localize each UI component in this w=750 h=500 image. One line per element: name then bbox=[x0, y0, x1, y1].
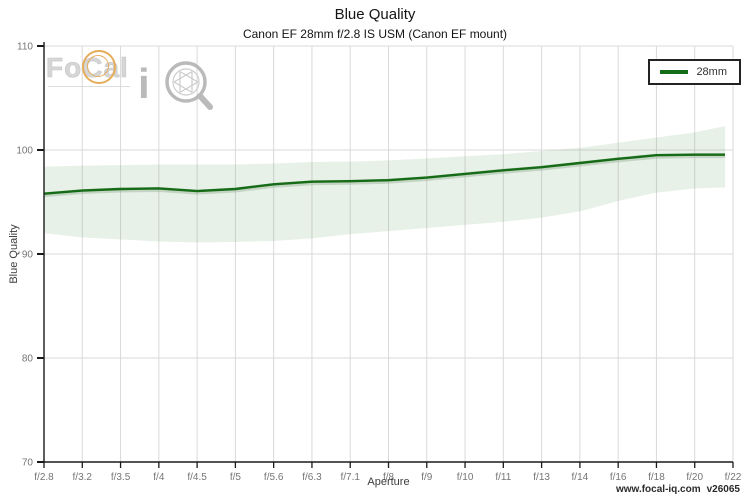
footer-site: www.focal-iq.com bbox=[615, 484, 701, 495]
x-tick-label: f/7.1 bbox=[340, 472, 360, 483]
logo-underline bbox=[48, 86, 130, 87]
x-tick-label: f/8 bbox=[383, 472, 395, 483]
confidence-band bbox=[44, 126, 725, 243]
y-tick-label: 110 bbox=[17, 42, 33, 53]
focal-iq-logo: FoCal i bbox=[46, 50, 216, 120]
aperture-ring-icon bbox=[82, 50, 116, 84]
x-tick-label: f/9 bbox=[421, 472, 433, 483]
x-tick-label: f/16 bbox=[610, 472, 627, 483]
magnifier-aperture-icon bbox=[165, 61, 213, 110]
x-tick-label: f/13 bbox=[533, 472, 550, 483]
aperture-ring-inner-icon bbox=[87, 55, 109, 77]
footer-credit: www.focal-iq.com v26065 bbox=[610, 484, 740, 495]
x-tick-label: f/14 bbox=[572, 472, 589, 483]
x-tick-label: f/4 bbox=[153, 472, 165, 483]
x-tick-label: f/4.5 bbox=[187, 472, 207, 483]
footer-version: v26065 bbox=[706, 484, 740, 495]
x-tick-label: f/20 bbox=[686, 472, 703, 483]
x-tick-label: f/18 bbox=[648, 472, 665, 483]
y-tick-label: 90 bbox=[22, 250, 34, 261]
x-tick-label: f/11 bbox=[495, 472, 511, 483]
y-tick-label: 70 bbox=[22, 458, 34, 469]
y-tick-label: 80 bbox=[22, 354, 34, 365]
legend: 28mm bbox=[648, 59, 741, 85]
y-tick-label: 100 bbox=[16, 146, 33, 157]
x-tick-label: f/2.8 bbox=[34, 472, 54, 483]
x-tick-label: f/10 bbox=[457, 472, 474, 483]
x-tick-label: f/5.6 bbox=[264, 472, 284, 483]
iq-letter-i: i bbox=[138, 60, 150, 107]
x-tick-label: f/22 bbox=[725, 472, 742, 483]
chart-title: Blue Quality bbox=[334, 6, 416, 23]
x-tick-label: f/3.2 bbox=[73, 472, 93, 483]
legend-line-swatch bbox=[660, 70, 689, 74]
x-axis-label: Aperture bbox=[367, 476, 410, 488]
x-tick-label: f/6.3 bbox=[302, 472, 322, 483]
series-line-28mm bbox=[43, 153, 725, 195]
chart-subtitle: Canon EF 28mm f/2.8 IS USM (Canon EF mou… bbox=[242, 27, 508, 41]
x-tick-label: f/5 bbox=[230, 472, 242, 483]
legend-label: 28mm bbox=[696, 66, 727, 78]
y-axis-label: Blue Quality bbox=[8, 224, 20, 284]
x-tick-label: f/3.5 bbox=[111, 472, 131, 483]
